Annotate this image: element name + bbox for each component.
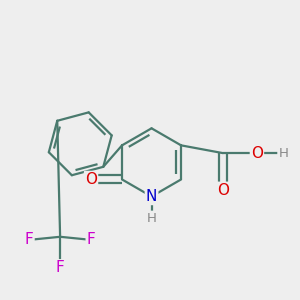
Text: O: O <box>251 146 263 160</box>
Text: H: H <box>147 212 157 225</box>
Text: H: H <box>278 147 288 160</box>
Text: F: F <box>87 232 95 247</box>
Text: O: O <box>217 183 229 198</box>
Text: F: F <box>25 232 34 247</box>
Text: O: O <box>85 172 97 187</box>
Text: N: N <box>146 189 157 204</box>
Text: F: F <box>56 260 64 275</box>
